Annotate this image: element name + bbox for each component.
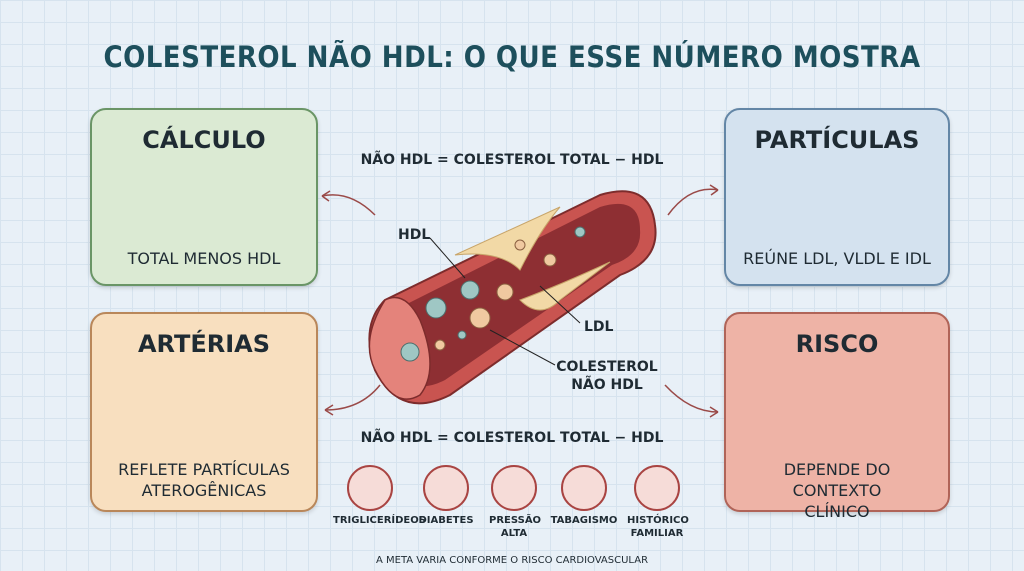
risk-factor: TABAGISMO (550, 515, 618, 526)
title: COLESTEROL NÃO HDL: O QUE ESSE NÚMERO MO… (103, 40, 921, 74)
risk-factor: TRIGLICERÍDEOS (333, 515, 426, 526)
card-text: REFLETE PARTÍCULAS ATEROGÊNICAS (118, 460, 290, 500)
particles (400, 226, 586, 362)
card-text: DEPENDE DO CONTEXTO CLÍNICO (783, 460, 891, 521)
risk-factor: DIABETES (418, 515, 474, 526)
card-title: PARTÍCULAS (754, 126, 920, 154)
card-particulas: PARTÍCULAS REÚNE LDL, VLDL E IDL (724, 108, 950, 286)
risk-factor-icons (347, 465, 680, 511)
vessel-label: COLESTEROL NÃO HDL (556, 359, 658, 393)
card-calculo: CÁLCULO TOTAL MENOS HDL (90, 108, 318, 286)
risk-factor: PRESSÃO ALTA (489, 515, 542, 539)
vessel-label: LDL (584, 319, 614, 335)
card-title: ARTÉRIAS (137, 330, 270, 358)
footer: A META VARIA CONFORME O RISCO CARDIOVASC… (375, 555, 649, 566)
vessel-label: HDL (398, 227, 431, 243)
blood-vessel (368, 190, 657, 405)
formula: NÃO HDL = COLESTEROL TOTAL − HDL (360, 152, 664, 168)
card-risco: RISCO DEPENDE DO CONTEXTO CLÍNICO (724, 312, 950, 521)
formula: NÃO HDL = COLESTEROL TOTAL − HDL (360, 430, 664, 446)
card-arterias: ARTÉRIAS REFLETE PARTÍCULAS ATEROGÊNICAS (90, 312, 318, 512)
card-title: CÁLCULO (142, 126, 266, 154)
risk-factor: HISTÓRICO FAMILIAR (627, 515, 689, 539)
card-text: TOTAL MENOS HDL (127, 249, 281, 268)
card-text: REÚNE LDL, VLDL E IDL (743, 249, 931, 268)
arrows (321, 184, 719, 418)
card-title: RISCO (795, 330, 879, 358)
